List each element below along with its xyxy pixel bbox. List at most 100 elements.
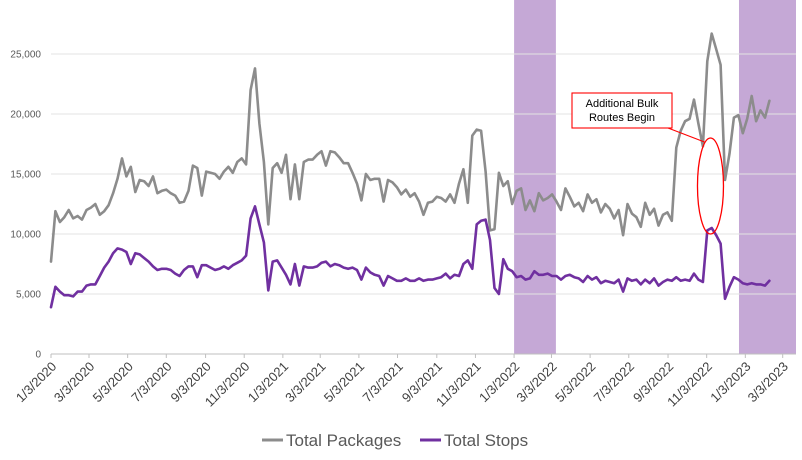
data-point bbox=[334, 151, 336, 153]
data-point bbox=[711, 33, 713, 35]
annotation-leader-line bbox=[667, 127, 705, 143]
data-point bbox=[626, 203, 629, 205]
data-point bbox=[387, 179, 389, 181]
data-point bbox=[218, 178, 221, 180]
data-point bbox=[85, 209, 88, 211]
data-point bbox=[227, 166, 229, 168]
data-point bbox=[462, 263, 464, 265]
data-point bbox=[538, 274, 540, 276]
data-point bbox=[258, 223, 260, 225]
data-point bbox=[445, 201, 447, 203]
data-point bbox=[63, 216, 65, 218]
data-point bbox=[103, 210, 105, 212]
data-point bbox=[276, 162, 278, 164]
data-point bbox=[68, 209, 70, 211]
data-point bbox=[635, 279, 638, 281]
data-point bbox=[675, 147, 677, 149]
data-point bbox=[298, 285, 300, 287]
data-point bbox=[307, 159, 309, 161]
x-tick-label: 5/3/2020 bbox=[90, 359, 136, 405]
data-point bbox=[316, 154, 318, 156]
data-point bbox=[396, 186, 398, 188]
data-point bbox=[414, 280, 416, 282]
data-point bbox=[555, 275, 558, 277]
data-point bbox=[480, 220, 482, 222]
data-point bbox=[303, 265, 305, 267]
data-point bbox=[431, 279, 433, 281]
x-tick-label: 3/3/2022 bbox=[513, 359, 559, 405]
data-point bbox=[347, 162, 349, 164]
data-point bbox=[396, 280, 398, 282]
data-point bbox=[680, 280, 682, 282]
y-tick-label: 20,000 bbox=[10, 110, 41, 121]
data-point bbox=[77, 291, 79, 293]
data-point bbox=[409, 280, 411, 282]
data-point bbox=[724, 179, 726, 181]
data-point bbox=[294, 163, 296, 165]
data-point bbox=[134, 252, 136, 254]
data-point bbox=[272, 261, 274, 263]
annotation-box bbox=[571, 92, 673, 129]
data-point bbox=[329, 150, 331, 152]
data-point bbox=[99, 214, 101, 216]
y-tick-label: 0 bbox=[35, 350, 41, 361]
data-point bbox=[134, 191, 136, 193]
data-point bbox=[511, 270, 513, 272]
data-point bbox=[684, 120, 686, 122]
annotation-text-line-1: Additional Bulk bbox=[586, 98, 659, 110]
data-point bbox=[600, 211, 602, 213]
data-point bbox=[449, 277, 451, 279]
data-point bbox=[108, 204, 110, 206]
data-point bbox=[746, 118, 748, 120]
data-point bbox=[148, 185, 150, 187]
data-point bbox=[533, 270, 536, 272]
data-point bbox=[604, 203, 606, 205]
data-point bbox=[657, 285, 660, 287]
data-point bbox=[267, 223, 269, 225]
data-point bbox=[192, 165, 194, 167]
data-point bbox=[179, 202, 181, 204]
data-point bbox=[587, 275, 589, 277]
data-point bbox=[560, 279, 562, 281]
x-tick-label: 5/3/2022 bbox=[552, 359, 598, 405]
data-point bbox=[653, 277, 655, 279]
x-tick-label: 7/3/2021 bbox=[359, 359, 405, 405]
data-point bbox=[152, 175, 154, 177]
data-point bbox=[649, 282, 651, 284]
data-point bbox=[103, 267, 105, 269]
data-point bbox=[702, 281, 704, 283]
data-point bbox=[325, 261, 327, 263]
data-point bbox=[156, 269, 158, 271]
data-point bbox=[591, 202, 593, 204]
shaded-period-1 bbox=[514, 0, 556, 354]
y-tick-label: 15,000 bbox=[10, 170, 41, 181]
data-point bbox=[205, 171, 207, 173]
data-point bbox=[666, 279, 669, 281]
x-tick-label: 1/3/2022 bbox=[476, 359, 522, 405]
legend-label-total-packages: Total Packages bbox=[286, 431, 401, 450]
data-point bbox=[759, 283, 762, 285]
data-point bbox=[759, 109, 762, 111]
data-point bbox=[174, 273, 176, 275]
data-point bbox=[72, 217, 74, 219]
data-point bbox=[59, 291, 61, 293]
data-point bbox=[587, 193, 589, 195]
data-point bbox=[489, 239, 491, 241]
data-point bbox=[236, 161, 238, 163]
data-point bbox=[179, 275, 181, 277]
data-point bbox=[591, 279, 593, 281]
data-point bbox=[538, 192, 540, 194]
data-point bbox=[480, 130, 482, 132]
data-point bbox=[121, 157, 123, 159]
data-point bbox=[524, 279, 527, 281]
data-point bbox=[378, 275, 380, 277]
data-point bbox=[276, 259, 278, 261]
data-point bbox=[148, 261, 150, 263]
y-axis-ticks: 0 5,000 10,000 15,000 20,000 25,000 bbox=[10, 50, 41, 361]
data-point bbox=[81, 291, 83, 293]
data-point bbox=[365, 267, 367, 269]
data-point bbox=[307, 267, 309, 269]
data-point bbox=[85, 285, 88, 287]
data-point bbox=[498, 293, 500, 295]
data-point bbox=[569, 274, 571, 276]
